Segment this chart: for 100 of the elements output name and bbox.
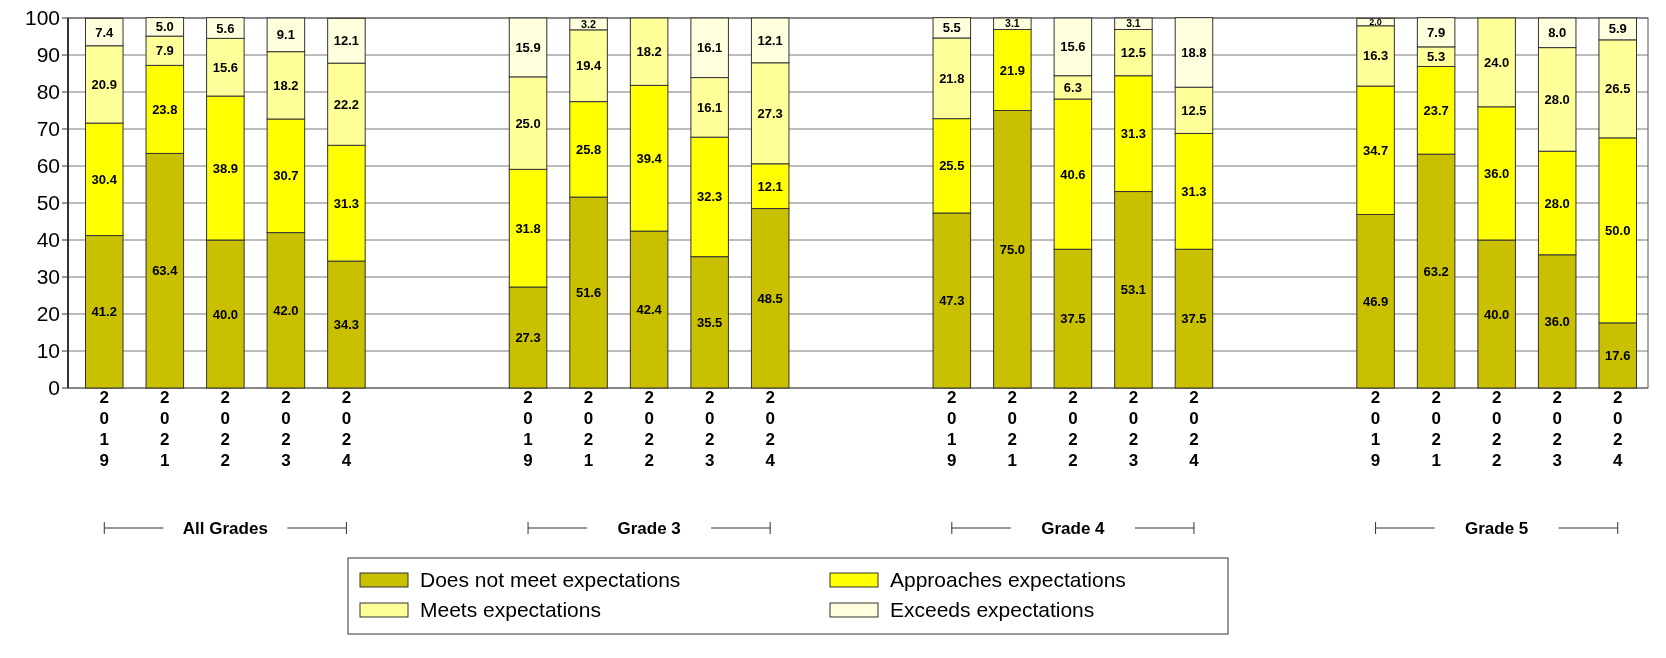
data-label: 27.3 <box>515 330 541 346</box>
data-label: 31.3 <box>333 195 360 211</box>
y-tick-label: 50 <box>36 191 60 215</box>
data-label: 15.9 <box>515 39 541 55</box>
data-label: 16.3 <box>1362 48 1389 64</box>
y-tick-label: 40 <box>36 228 60 252</box>
data-label: 27.3 <box>757 105 783 121</box>
x-tick-label: 2021 <box>155 388 175 472</box>
data-label: 21.8 <box>939 70 965 86</box>
data-label: 48.5 <box>757 290 783 306</box>
data-label: 50.0 <box>1605 222 1631 238</box>
x-tick-label: 2024 <box>336 388 356 472</box>
data-label: 5.6 <box>216 20 235 36</box>
data-label: 3.2 <box>581 17 597 30</box>
x-tick-label: 2023 <box>700 388 720 472</box>
data-label: 18.2 <box>636 44 662 60</box>
data-label: 19.4 <box>575 58 602 74</box>
text: Grade 4 <box>1041 518 1106 538</box>
y-tick-label: 80 <box>36 80 60 104</box>
data-label: 7.9 <box>1427 24 1446 40</box>
x-tick-label: 2023 <box>276 388 296 472</box>
x-tick-label: 2023 <box>1547 388 1567 472</box>
data-label: 31.3 <box>1120 126 1147 142</box>
y-tick-label: 60 <box>36 154 60 178</box>
data-label: 42.0 <box>273 302 299 318</box>
data-label: 34.3 <box>333 317 360 333</box>
data-label: 21.9 <box>999 62 1025 78</box>
data-label: 7.9 <box>155 43 174 59</box>
data-label: 6.3 <box>1063 79 1082 95</box>
data-label: 16.1 <box>697 99 723 115</box>
data-label: 37.5 <box>1060 311 1086 327</box>
x-tick-label: 2022 <box>1063 388 1083 472</box>
data-label: 5.0 <box>155 19 174 35</box>
data-label: 18.8 <box>1181 44 1207 60</box>
legend-label: Meets expectations <box>420 598 601 621</box>
data-label: 12.1 <box>333 33 360 49</box>
data-label: 9.1 <box>276 27 295 43</box>
data-label: 41.2 <box>91 304 117 320</box>
data-label: 26.5 <box>1605 81 1631 97</box>
data-label: 35.5 <box>697 314 723 330</box>
data-label: 24.0 <box>1484 54 1510 70</box>
y-tick-label: 90 <box>36 43 60 67</box>
text: Grade 3 <box>617 518 681 538</box>
data-label: 5.9 <box>1608 21 1627 37</box>
data-label: 15.6 <box>1060 39 1086 55</box>
data-label: 20.9 <box>91 76 117 92</box>
text: All Grades <box>182 518 268 538</box>
data-label: 15.6 <box>212 59 238 75</box>
text: Grade 5 <box>1465 518 1529 538</box>
data-label: 30.7 <box>273 168 299 184</box>
data-label: 31.8 <box>515 220 541 236</box>
data-label: 39.4 <box>636 150 663 166</box>
data-label: 3.1 <box>1126 18 1141 30</box>
x-tick-label: 2019 <box>518 388 538 472</box>
data-label: 51.6 <box>575 285 602 301</box>
legend-label: Does not meet expectations <box>420 568 681 591</box>
x-tick-label: 2019 <box>1366 388 1386 472</box>
y-tick-label: 0 <box>48 376 60 400</box>
data-label: 5.5 <box>942 20 961 36</box>
data-label: 18.2 <box>273 77 299 93</box>
data-label: 36.0 <box>1484 165 1510 181</box>
data-label: 28.0 <box>1544 91 1570 107</box>
data-label: 12.1 <box>757 32 783 48</box>
x-tick-label: 2022 <box>215 388 235 472</box>
data-label: 47.3 <box>939 293 965 309</box>
data-label: 16.1 <box>697 40 723 56</box>
x-tick-label: 2021 <box>1002 388 1022 472</box>
data-label: 17.6 <box>1605 347 1631 363</box>
data-label: 12.5 <box>1181 102 1207 118</box>
x-tick-label: 2024 <box>760 388 780 472</box>
data-label: 2.0 <box>1369 17 1382 28</box>
data-label: 46.9 <box>1362 293 1389 309</box>
data-label: 25.8 <box>575 141 602 157</box>
data-label: 8.0 <box>1548 25 1567 41</box>
x-tick-label: 2021 <box>579 388 599 472</box>
data-label: 42.4 <box>636 302 663 318</box>
x-tick-label: 2024 <box>1184 388 1204 472</box>
data-label: 23.7 <box>1423 102 1449 118</box>
data-label: 3.1 <box>1005 18 1020 30</box>
x-tick-label: 2019 <box>942 388 962 472</box>
data-label: 22.2 <box>333 96 360 112</box>
data-label: 31.3 <box>1181 183 1207 199</box>
data-label: 63.2 <box>1423 263 1449 279</box>
y-tick-label: 30 <box>36 265 60 289</box>
y-tick-label: 70 <box>36 117 60 141</box>
data-label: 40.0 <box>212 306 238 322</box>
x-tick-label: 2023 <box>1123 388 1143 472</box>
x-tick-label: 2022 <box>639 388 659 472</box>
data-label: 38.9 <box>212 160 238 176</box>
x-tick-label: 2021 <box>1426 388 1446 472</box>
data-label: 12.1 <box>757 178 783 194</box>
data-label: 34.7 <box>1362 142 1389 158</box>
data-label: 30.4 <box>91 171 118 187</box>
data-label: 63.4 <box>152 263 179 279</box>
legend-label: Exceeds expectations <box>890 598 1095 621</box>
data-label: 40.6 <box>1060 166 1086 182</box>
legend-label: Approaches expectations <box>890 568 1126 591</box>
data-label: 40.0 <box>1484 306 1510 322</box>
data-label: 23.8 <box>152 101 178 117</box>
data-label: 53.1 <box>1120 282 1147 298</box>
